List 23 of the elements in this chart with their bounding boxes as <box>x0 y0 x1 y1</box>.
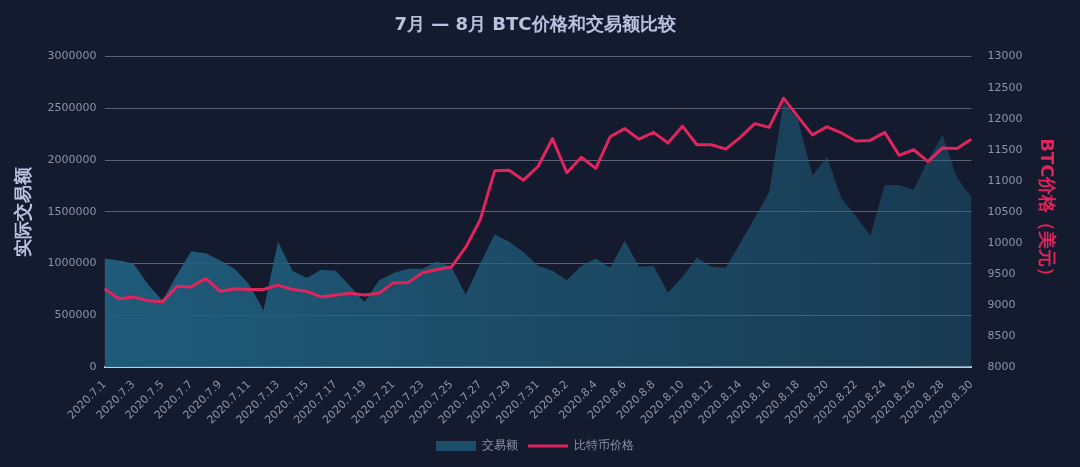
y2-tick-label: 10500 <box>987 204 1023 218</box>
y2-tick-label: 13000 <box>987 49 1023 63</box>
y2-axis-title: BTC价格（美元） <box>1036 138 1058 286</box>
legend-label: 交易额 <box>482 438 518 453</box>
y-axis-title: 实际交易额 <box>12 165 34 257</box>
y-tick-label: 2000000 <box>47 152 97 166</box>
y2-tick-label: 8500 <box>987 328 1016 342</box>
y2-tick-label: 9500 <box>987 266 1016 280</box>
y-tick-label: 1500000 <box>47 204 97 218</box>
legend-label: 比特币价格 <box>574 438 634 453</box>
y2-tick-label: 12500 <box>987 80 1023 94</box>
y-tick-label: 2500000 <box>47 101 97 115</box>
y-tick-label: 3000000 <box>47 49 97 63</box>
y2-tick-label: 10000 <box>987 235 1023 249</box>
y-tick-label: 500000 <box>54 308 97 322</box>
y2-tick-label: 12000 <box>987 111 1023 125</box>
y2-tick-label: 11000 <box>987 173 1023 187</box>
y2-tick-label: 8000 <box>987 359 1016 373</box>
y2-tick-label: 11500 <box>987 142 1023 156</box>
y-tick-label: 0 <box>89 359 97 373</box>
y-tick-label: 1000000 <box>47 256 97 270</box>
chart-title: 7月 — 8月 BTC价格和交易额比较 <box>394 13 677 35</box>
y2-tick-label: 9000 <box>987 297 1016 311</box>
